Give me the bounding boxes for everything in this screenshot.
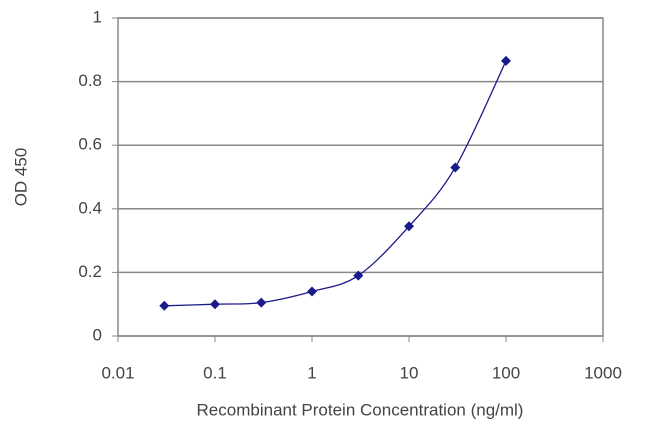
data-point	[256, 297, 267, 308]
data-point	[404, 221, 414, 232]
data-point	[353, 270, 364, 281]
data-line	[164, 60, 507, 307]
data-point	[450, 162, 461, 173]
y-tick-label: 0.2	[78, 262, 102, 281]
y-tick-label: 1	[93, 7, 102, 26]
data-point	[210, 299, 220, 310]
plot-frame	[117, 17, 604, 337]
x-tick-label: 1000	[584, 363, 622, 382]
y-tick-label: 0.8	[78, 71, 102, 90]
x-axis-label: Recombinant Protein Concentration (ng/ml…	[197, 400, 524, 419]
x-tick-label: 1	[307, 363, 316, 382]
data-point	[307, 286, 317, 297]
x-tick-label: 0.1	[203, 363, 227, 382]
y-tick-label: 0.4	[78, 198, 102, 217]
data-point	[159, 300, 170, 311]
x-tick-label: 10	[400, 363, 419, 382]
y-axis-label: OD 450	[11, 148, 30, 207]
x-tick-label: 100	[492, 363, 520, 382]
x-tick-label: 0.01	[101, 363, 134, 382]
y-tick-label: 0.6	[78, 135, 102, 154]
data-point	[501, 55, 511, 66]
y-tick-label: 0	[93, 325, 102, 344]
